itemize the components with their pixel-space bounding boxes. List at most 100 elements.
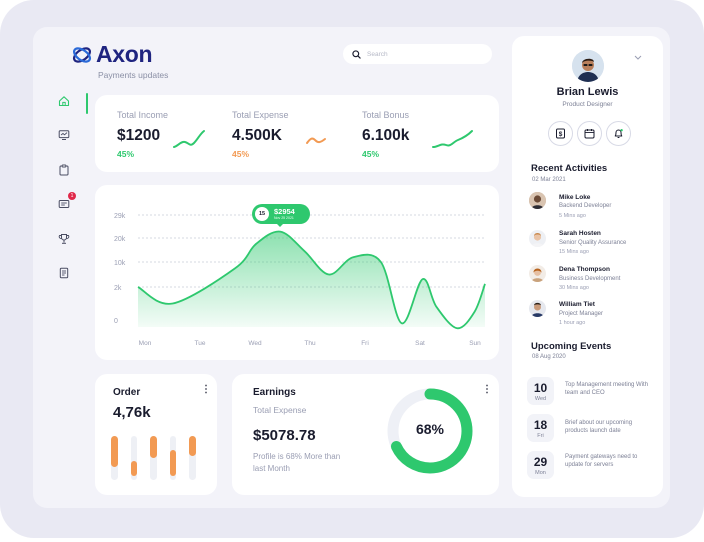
activity-time: 15 Mins ago: [559, 249, 589, 255]
clipboard-icon: [59, 164, 69, 176]
event-text: Brief about our upcoming products launch…: [565, 420, 633, 434]
stat-pct-income: 45%: [117, 149, 135, 159]
person-avatar-icon: [529, 265, 546, 282]
event-weekday: Mon: [535, 470, 546, 476]
activity-time: 30 Mins ago: [559, 285, 589, 291]
chevron-down-icon[interactable]: [634, 55, 642, 61]
sidebar-item-home[interactable]: [57, 94, 71, 108]
events-title: Upcoming Events: [531, 341, 612, 352]
event-date-badge[interactable]: 10 Wed: [527, 377, 554, 405]
avatar[interactable]: [529, 230, 546, 247]
person-avatar-icon: [529, 192, 546, 209]
sidebar-item-clipboard[interactable]: [57, 163, 71, 177]
order-value: 4,76k: [113, 404, 151, 421]
stat-pct-expense: 45%: [232, 149, 250, 159]
series-line: [137, 230, 486, 330]
stat-label-expense: Total Expense: [232, 110, 289, 120]
activity-name: William Tiet: [559, 301, 595, 308]
sidebar-item-documents[interactable]: [57, 266, 71, 280]
profile-avatar-icon: [572, 50, 604, 82]
axon-logo-icon: [72, 46, 92, 63]
order-bar-track: [150, 436, 157, 480]
sidebar-item-trophy[interactable]: [57, 232, 71, 246]
brand-subtitle: Payments updates: [98, 70, 169, 80]
earnings-title: Earnings: [253, 387, 296, 398]
order-menu-button[interactable]: ⋮: [201, 384, 211, 395]
activity-role: Business Development: [559, 276, 621, 282]
profile-role: Product Designer: [562, 101, 613, 108]
stat-value-expense: 4.500K: [232, 127, 282, 144]
earnings-value: $5078.78: [253, 427, 316, 444]
stat-value-income: $1200: [117, 127, 161, 144]
svg-text:$: $: [559, 131, 563, 138]
activity-time: 1 hour ago: [559, 320, 586, 326]
order-bar: [189, 436, 196, 456]
expense-sparkline: [306, 137, 326, 144]
document-icon: [59, 267, 69, 279]
x-tick-label: Sun: [469, 340, 481, 347]
stat-value-bonus: 6.100k: [362, 127, 410, 144]
order-bar: [150, 436, 157, 458]
area-chart[interactable]: 29k 20k 10k 2k 0 Mon Tue Wed Thu Fri Sat Sun: [95, 185, 499, 360]
notifications-button[interactable]: [606, 121, 631, 146]
earnings-subtitle: Total Expense: [253, 405, 307, 415]
order-bar-track: [169, 436, 176, 480]
order-bar: [169, 450, 176, 476]
avatar[interactable]: [529, 192, 546, 209]
tooltip-day: 15: [258, 211, 266, 217]
income-sparkline: [173, 130, 205, 148]
notification-badge: 1: [68, 192, 76, 200]
wallet-button[interactable]: $: [548, 121, 573, 146]
y-tick-label: 10k: [114, 260, 126, 267]
activities-title: Recent Activities: [531, 163, 608, 174]
bell-icon: [614, 129, 623, 138]
x-tick-label: Fri: [361, 340, 369, 347]
x-tick-label: Thu: [304, 340, 316, 347]
person-avatar-icon: [529, 230, 546, 247]
x-tick-label: Mon: [139, 340, 152, 347]
brand-logo[interactable]: Axon: [71, 41, 153, 68]
event-day: 29: [533, 455, 548, 469]
earnings-gauge: [387, 388, 473, 474]
activity-role: Senior Quality Assurance: [559, 240, 627, 246]
event-date-badge[interactable]: 18 Fri: [527, 414, 554, 442]
search-bar[interactable]: Search: [343, 44, 492, 64]
sidebar-item-messages[interactable]: 1: [57, 192, 76, 211]
order-bar-track: [111, 436, 118, 480]
earnings-card: [232, 374, 499, 495]
events-date: 08 Aug 2020: [532, 354, 566, 360]
calendar-button[interactable]: [577, 121, 602, 146]
event-date-badge[interactable]: 29 Mon: [527, 451, 554, 479]
gauge-label: 68%: [415, 421, 445, 437]
earnings-note: Profile is 68% More than last Month: [253, 452, 341, 473]
y-tick-label: 20k: [114, 236, 126, 243]
activity-role: Backend Developer: [559, 203, 612, 209]
y-tick-label: 2k: [114, 285, 122, 292]
y-tick-label: 0: [114, 318, 118, 325]
event-weekday: Fri: [537, 433, 544, 439]
stats-card: [95, 95, 499, 172]
activities-date: 02 Mar 2021: [532, 177, 566, 183]
tooltip-value: $2954: [274, 207, 295, 216]
activity-time: 5 Mins ago: [559, 213, 586, 219]
stat-label-income: Total Income: [117, 110, 169, 120]
sidebar-active-indicator: [86, 93, 88, 114]
profile-avatar[interactable]: [572, 50, 604, 82]
order-bar-track: [130, 436, 137, 480]
home-icon: [58, 96, 70, 107]
search-icon: [352, 49, 361, 59]
sidebar-item-monitor[interactable]: [57, 128, 71, 142]
order-bar: [130, 461, 137, 476]
activity-name: Sarah Hosten: [559, 230, 601, 237]
event-day: 10: [533, 381, 548, 395]
calendar-icon: [584, 129, 595, 139]
trophy-icon: [58, 234, 70, 244]
earnings-menu-button[interactable]: ⋮: [482, 384, 492, 395]
event-text: Payment gateways need to update for serv…: [565, 454, 638, 468]
avatar[interactable]: [529, 265, 546, 282]
avatar[interactable]: [529, 300, 546, 317]
y-tick-label: 29k: [114, 213, 126, 220]
search-input[interactable]: Search: [367, 50, 388, 58]
message-icon: [58, 200, 70, 208]
dollar-icon: $: [556, 128, 565, 139]
